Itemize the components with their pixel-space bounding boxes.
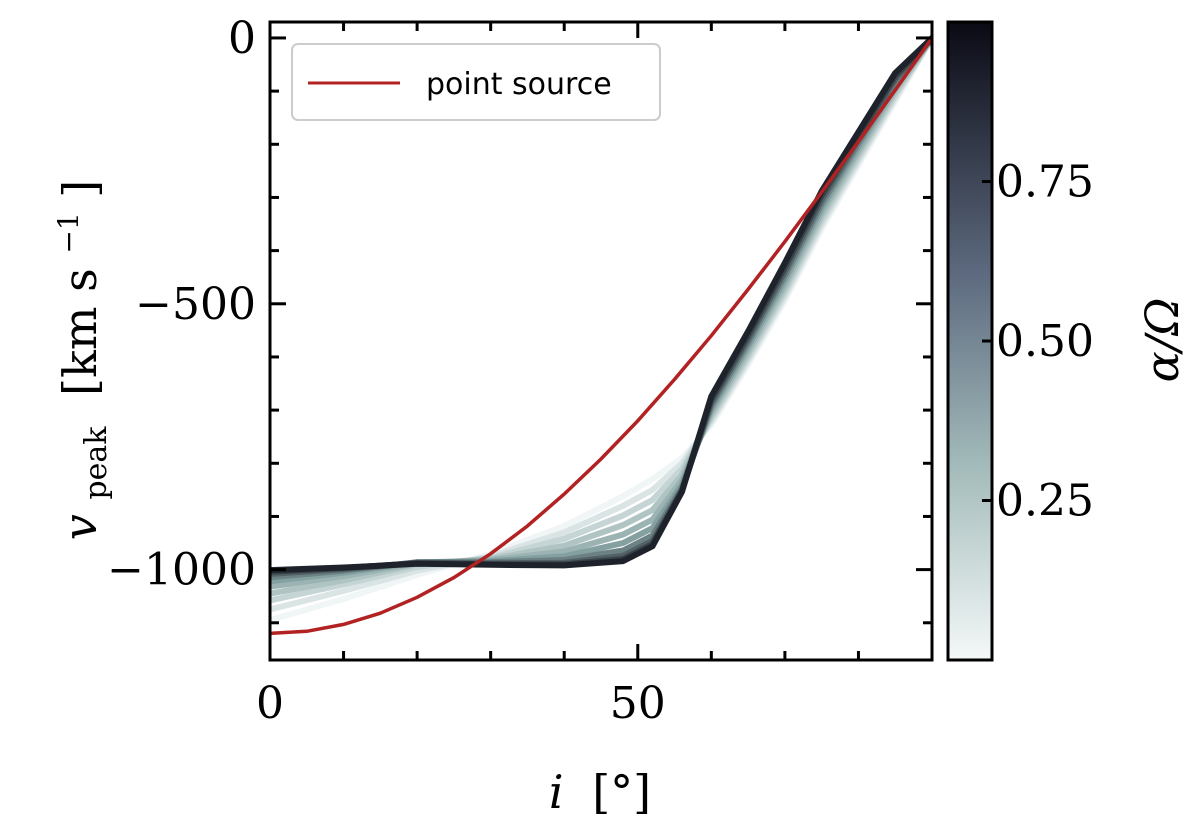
- y-tick-label: −500: [135, 279, 256, 330]
- alpha-series-group: [270, 35, 932, 624]
- y-tick-label: −1000: [107, 545, 256, 596]
- y-axis-label: v peak [km s −1 ]: [35, 180, 117, 540]
- colorbar: 0.25 0.50 0.75 α/Ω: [946, 20, 1189, 662]
- alpha-series-line-9: [270, 35, 932, 574]
- plot-frame: [268, 20, 934, 662]
- x-axis-label: i [°]: [549, 765, 651, 818]
- colorbar-tick-label: 0.50: [996, 316, 1094, 367]
- colorbar-label: α/Ω: [1135, 298, 1189, 383]
- axis-ticks: 0 50 0 −500 −1000: [107, 13, 932, 729]
- colorbar-tick-label: 0.25: [996, 476, 1094, 527]
- colorbar-tick-label: 0.75: [996, 157, 1094, 208]
- legend-point-source-label: point source: [426, 67, 612, 102]
- y-tick-label: 0: [228, 13, 256, 64]
- point-source-series-group: [270, 36, 932, 636]
- point-source-line: [270, 36, 932, 636]
- x-tick-label: 0: [256, 678, 284, 729]
- legend: point source: [291, 43, 661, 121]
- legend-box: [291, 43, 661, 121]
- x-tick-label: 50: [610, 678, 666, 729]
- colorbar-ticks: 0.25 0.50 0.75: [982, 157, 1094, 527]
